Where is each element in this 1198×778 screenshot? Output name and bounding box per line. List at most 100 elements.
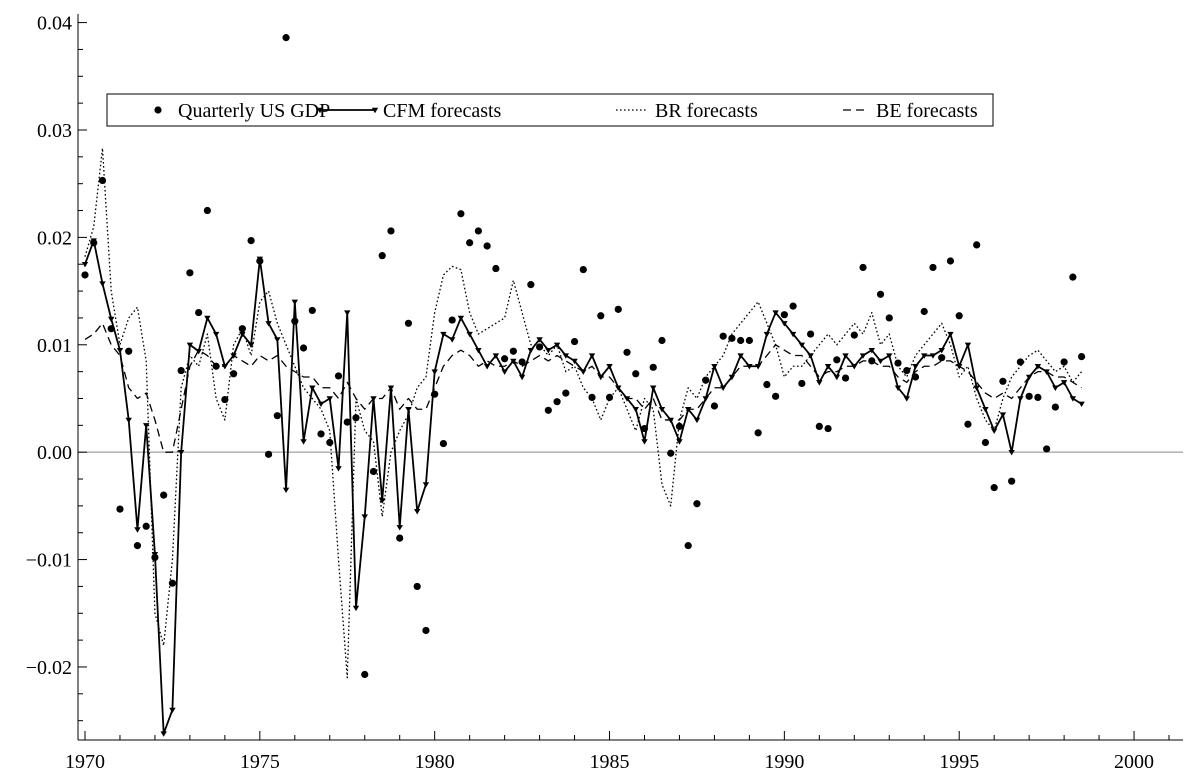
gdp-data-point — [317, 430, 325, 438]
gdp-data-point — [684, 542, 692, 550]
cfm-triangle-marker — [789, 331, 797, 338]
cfm-triangle-marker — [483, 364, 491, 370]
cfm-triangle-marker — [1069, 396, 1077, 402]
x-tick-label: 2000 — [1114, 751, 1154, 773]
cfm-triangle-marker — [719, 385, 727, 391]
gdp-data-point — [352, 414, 360, 422]
gdp-data-point — [387, 227, 395, 235]
cfm-triangle-marker — [772, 310, 779, 316]
cfm-triangle-marker — [1008, 449, 1015, 456]
gdp-data-point — [920, 307, 928, 316]
gdp-data-point — [133, 542, 142, 550]
gdp-data-point — [1060, 358, 1068, 366]
cfm-triangle-marker — [116, 347, 124, 354]
cfm-triangle-marker — [833, 374, 841, 381]
gdp-data-point — [964, 420, 972, 428]
cfm-triangle-marker — [737, 353, 744, 359]
gdp-data-point — [605, 393, 614, 402]
cfm-triangle-marker — [142, 423, 150, 429]
gdp-data-point — [553, 398, 561, 406]
cfm-triangle-marker — [641, 439, 648, 445]
gdp-data-point — [90, 239, 98, 247]
legend-triangle-marker — [316, 107, 324, 114]
cfm-triangle-marker — [221, 364, 229, 370]
gdp-data-point — [273, 412, 281, 420]
cfm-triangle-marker — [562, 353, 570, 359]
gdp-data-point — [632, 370, 640, 378]
legend-triangle-marker — [371, 107, 379, 114]
gdp-data-point — [815, 422, 823, 431]
cfm-triangle-marker — [300, 439, 307, 445]
cfm-triangle-marker — [518, 374, 526, 381]
cfm-triangle-marker — [842, 353, 849, 359]
cfm-triangle-marker — [212, 331, 220, 338]
gdp-data-point — [535, 343, 544, 351]
cfm-triangle-marker — [588, 353, 596, 359]
cfm-triangle-marker — [265, 321, 272, 327]
cfm-triangle-marker — [335, 466, 342, 472]
cfm-triangle-marker — [1043, 369, 1050, 375]
cfm-triangle-marker — [536, 337, 543, 343]
gdp-data-point — [946, 257, 955, 265]
cfm-triangle-marker — [798, 342, 806, 348]
gdp-data-point — [693, 500, 701, 508]
gdp-data-point — [1077, 352, 1086, 361]
plot-frame — [77, 14, 1183, 741]
gdp-data-point — [911, 373, 920, 381]
gdp-data-point — [195, 308, 203, 317]
cfm-triangle-marker — [440, 331, 447, 338]
cfm-triangle-marker — [422, 482, 430, 488]
cfm-triangle-marker — [230, 353, 237, 359]
cfm-triangle-marker — [510, 358, 517, 365]
cfm-triangle-marker — [929, 353, 937, 359]
y-tick-label: 0.04 — [37, 13, 72, 35]
cfm-triangle-marker — [650, 385, 657, 391]
cfm-triangle-marker — [125, 417, 132, 424]
gdp-data-point — [702, 376, 710, 384]
gdp-data-point — [334, 372, 343, 380]
gdp-data-point — [737, 336, 745, 345]
cfm-triangle-marker — [457, 315, 465, 322]
cfm-triangle-marker — [160, 731, 167, 737]
gdp-data-point — [361, 670, 369, 679]
gdp-data-point — [929, 263, 937, 272]
gdp-data-point — [151, 553, 159, 562]
cfm-triangle-marker — [405, 407, 412, 413]
x-tick-label: 1970 — [65, 751, 105, 773]
cfm-triangle-marker — [964, 342, 972, 348]
gdp-data-point — [894, 359, 902, 367]
y-axis: −0.02 −0.01 0.00 0.01 0.02 0.03 0.04 — [26, 13, 87, 722]
gdp-data-point — [1043, 445, 1051, 453]
cfm-triangle-marker — [387, 385, 395, 391]
gdp-data-point — [675, 422, 684, 431]
gdp-data-point — [649, 363, 657, 371]
gdp-data-point — [544, 406, 552, 414]
legend-label: BR forecasts — [655, 100, 758, 122]
cfm-triangle-marker — [448, 337, 456, 343]
cfm-triangle-marker — [632, 407, 639, 413]
cfm-triangle-marker — [361, 514, 368, 520]
gdp-data-point — [492, 264, 500, 273]
gdp-data-point — [404, 319, 413, 327]
y-tick-label: 0.02 — [37, 227, 72, 249]
gdp-data-point — [238, 325, 246, 333]
cfm-triangle-marker — [877, 358, 884, 365]
gdp-data-point — [876, 290, 885, 298]
legend: Quarterly US GDP CFM forecasts BR forecast… — [106, 93, 994, 127]
gdp-data-point — [413, 582, 421, 591]
gdp-data-point — [570, 337, 579, 346]
x-tick-label: 1990 — [764, 751, 804, 773]
cfm-triangle-marker — [413, 509, 421, 515]
legend-label: Quarterly US GDP — [178, 100, 330, 122]
gdp-data-point — [973, 241, 981, 249]
cfm-triangle-marker — [999, 412, 1007, 418]
gdp-data-point — [841, 374, 850, 382]
gdp-data-point — [81, 271, 89, 279]
gdp-data-point — [710, 402, 719, 410]
cfm-triangle-marker — [859, 353, 867, 359]
gdp-data-point — [1034, 393, 1042, 402]
cfm-triangle-marker — [274, 337, 281, 343]
gdp-data-point — [168, 579, 177, 587]
gdp-data-point — [780, 311, 788, 319]
gdp-data-point — [754, 429, 762, 437]
